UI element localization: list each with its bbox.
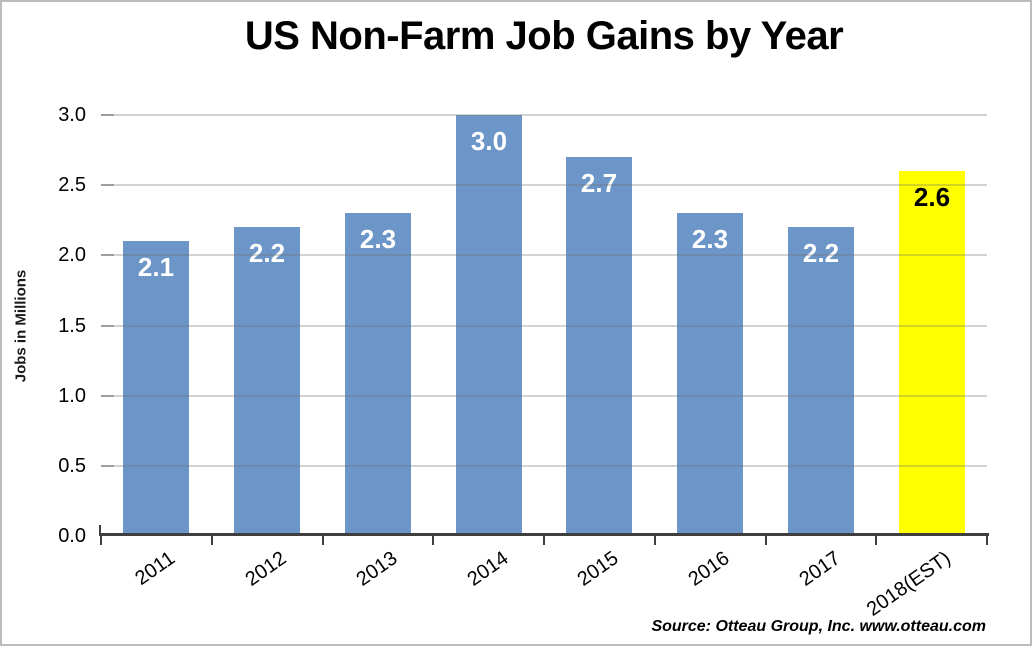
x-axis-line [99,533,989,536]
x-tick-label-2016: 2016 [683,547,734,591]
y-axis-title: Jobs in Millions [12,269,30,383]
y-tick-label: 3.0 [58,104,86,126]
x-axis-tick [875,536,877,545]
y-tick-label: 1.0 [58,385,86,407]
bar-value-label: 2.6 [913,182,951,212]
bar-value-label: 2.3 [691,224,729,254]
bar-value-label: 2.3 [359,224,397,254]
y-tick-mark [101,254,114,256]
x-axis-tick [986,536,988,545]
y-tick-mark [101,325,114,327]
x-axis-tick [432,536,434,545]
x-tick-label-2018(EST): 2018(EST) [863,547,956,621]
y-tick-mark [101,465,114,467]
y-tick-label: 1.5 [58,315,86,337]
gridline [101,114,987,116]
x-tick-label-2015: 2015 [572,547,623,591]
gridline [101,254,987,256]
x-axis-tick [654,536,656,545]
y-tick-label: 0.5 [58,455,86,477]
y-tick-mark [101,114,114,116]
gridline [101,184,987,186]
bar-2014: 3.0 [456,115,522,536]
bar-2016: 2.3 [677,213,743,536]
x-tick-label-2011: 2011 [131,547,180,590]
y-tick-label: 0.0 [58,525,86,547]
x-tick-label-2014: 2014 [462,547,513,591]
gridline [101,395,987,397]
bar-2011: 2.1 [123,241,189,536]
chart-title: US Non-Farm Job Gains by Year [244,14,844,58]
x-tick-label-2017: 2017 [794,547,845,591]
bar-2018(EST): 2.6 [899,171,965,536]
bar-value-label: 2.7 [580,168,618,198]
source-credit: Source: Otteau Group, Inc. www.otteau.co… [651,618,986,635]
bar-value-label: 2.2 [248,238,286,268]
bar-2017: 2.2 [788,227,854,536]
x-axis-tick [211,536,213,545]
bar-value-label: 2.2 [802,238,840,268]
y-tick-label: 2.5 [58,174,86,196]
gridline [101,325,987,327]
y-tick-mark [101,395,114,397]
bar-value-label: 3.0 [470,126,508,156]
bar-value-label: 2.1 [137,252,175,282]
y-tick-mark [101,184,114,186]
x-tick-label-2012: 2012 [240,547,291,591]
bar-2015: 2.7 [566,157,632,536]
gridline [101,465,987,467]
bar-2013: 2.3 [345,213,411,536]
x-axis-tick [100,536,102,545]
x-tick-label-2013: 2013 [351,547,402,591]
x-axis-tick [543,536,545,545]
y-tick-label: 2.0 [58,244,86,266]
x-axis-corner-tick [99,525,101,533]
x-axis-tick [765,536,767,545]
x-axis-tick [322,536,324,545]
bar-2012: 2.2 [234,227,300,536]
